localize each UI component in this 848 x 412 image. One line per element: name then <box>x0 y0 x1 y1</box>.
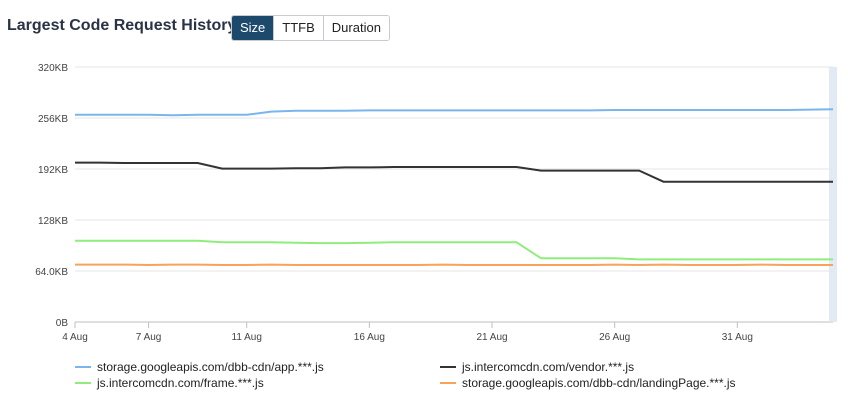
y-tick-label: 0B <box>56 318 69 329</box>
x-axis-ticks: 4 Aug 7 Aug 11 Aug 16 Aug 21 Aug 26 Aug 31 Aug <box>62 322 753 343</box>
legend-item[interactable]: js.intercomcdn.com/frame.***.js <box>75 376 264 390</box>
line-chart: 0B 64.0KB 128KB 192KB 256KB 320KB 4 Aug 7 Aug 1… <box>35 63 837 343</box>
legend-label: js.intercomcdn.com/vendor.***.js <box>462 360 635 374</box>
x-tick-label: 31 Aug <box>722 332 753 343</box>
tab-duration[interactable]: Duration <box>322 16 389 40</box>
legend-swatch <box>75 382 91 384</box>
grid-lines <box>75 66 833 323</box>
hover-band <box>829 67 837 322</box>
legend-swatch <box>75 366 91 368</box>
y-tick-label: 320KB <box>38 63 68 74</box>
legend-item[interactable]: js.intercomcdn.com/vendor.***.js <box>440 360 634 374</box>
chart-title: Largest Code Request History <box>7 17 237 34</box>
x-tick-label: 26 Aug <box>599 332 630 343</box>
series-lines <box>75 108 834 266</box>
hover-highlight <box>829 67 837 322</box>
series-line-3[interactable] <box>75 239 833 261</box>
y-axis-ticks: 0B 64.0KB 128KB 192KB 256KB 320KB <box>35 63 68 329</box>
y-tick-label: 192KB <box>38 165 68 176</box>
x-tick-label: 7 Aug <box>136 332 162 343</box>
series-line-1[interactable] <box>75 108 834 117</box>
series-line-2[interactable] <box>75 161 833 183</box>
legend-label: storage.googleapis.com/dbb-cdn/landingPa… <box>462 376 736 390</box>
y-tick-label: 64.0KB <box>35 267 68 278</box>
legend-label: storage.googleapis.com/dbb-cdn/app.***.j… <box>97 360 324 374</box>
legend-item[interactable]: storage.googleapis.com/dbb-cdn/landingPa… <box>440 376 736 390</box>
x-tick-label: 11 Aug <box>232 332 262 343</box>
y-tick-label: 128KB <box>38 216 68 227</box>
tab-ttfb[interactable]: TTFB <box>273 16 323 40</box>
tab-size[interactable]: Size <box>232 16 274 40</box>
legend-swatch <box>440 366 456 368</box>
x-tick-label: 16 Aug <box>354 332 385 343</box>
metric-toggle: Size TTFB Duration <box>231 15 390 41</box>
y-tick-label: 256KB <box>38 114 68 125</box>
x-tick-label: 21 Aug <box>476 332 507 343</box>
legend-label: js.intercomcdn.com/frame.***.js <box>97 376 264 390</box>
legend-swatch <box>440 382 456 384</box>
x-tick-label: 4 Aug <box>62 332 88 343</box>
legend-item[interactable]: storage.googleapis.com/dbb-cdn/app.***.j… <box>75 360 324 374</box>
